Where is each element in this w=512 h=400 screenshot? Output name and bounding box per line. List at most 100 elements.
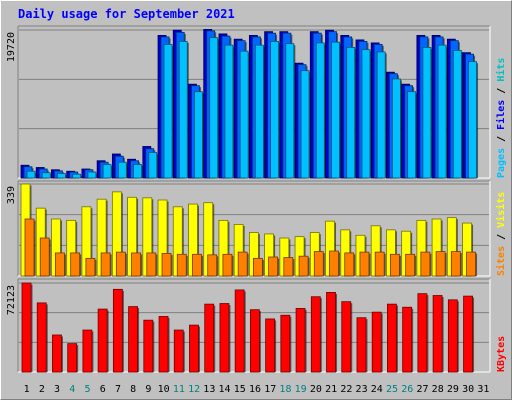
bar-pages-day-8 — [133, 164, 142, 179]
bar-sites-day-12 — [192, 253, 202, 277]
panel-bottom-y-tick-label: 72123 — [6, 285, 17, 315]
bar-sites-day-20 — [313, 251, 324, 277]
bar-kbytes-day-12 — [189, 324, 199, 373]
x-tick-label-day-27: 27 — [416, 384, 428, 395]
bar-pages-day-10 — [163, 44, 173, 179]
bar-kbytes-day-25 — [387, 303, 397, 373]
x-tick-label-day-5: 5 — [85, 384, 91, 395]
bar-pages-day-16 — [254, 44, 264, 179]
legend-item: Hits — [495, 58, 507, 82]
x-tick-label-day-31: 31 — [477, 384, 489, 395]
bar-sites-day-2 — [39, 237, 50, 277]
x-tick-label-day-9: 9 — [145, 384, 151, 395]
bar-sites-day-28 — [435, 251, 446, 277]
x-tick-label-day-3: 3 — [54, 384, 60, 395]
bar-kbytes-day-14 — [219, 303, 230, 373]
bar-sites-day-14 — [222, 253, 233, 277]
x-tick-label-day-4: 4 — [69, 384, 75, 395]
bar-pages-day-11 — [178, 41, 188, 179]
bar-pages-day-23 — [361, 49, 371, 179]
bar-pages-day-29 — [452, 50, 462, 179]
bar-pages-day-20 — [315, 42, 325, 179]
bar-sites-day-5 — [85, 257, 96, 277]
bar-kbytes-day-27 — [417, 293, 428, 373]
bar-pages-day-21 — [331, 41, 340, 179]
x-tick-label-day-11: 11 — [173, 384, 185, 395]
bar-kbytes-day-6 — [97, 308, 108, 373]
bar-sites-day-29 — [450, 251, 461, 277]
legend-item: KBytes — [496, 336, 507, 372]
bar-kbytes-day-28 — [432, 295, 443, 373]
bar-sites-day-11 — [176, 253, 187, 277]
x-tick-label-day-14: 14 — [219, 384, 231, 395]
bar-sites-day-16 — [252, 257, 263, 277]
x-tick-label-day-26: 26 — [401, 384, 413, 395]
bar-sites-day-4 — [70, 252, 81, 277]
bar-pages-day-2 — [41, 172, 51, 179]
bar-pages-day-14 — [224, 44, 234, 179]
bar-kbytes-day-23 — [356, 317, 367, 373]
x-tick-label-day-17: 17 — [264, 384, 276, 395]
x-tick-label-day-25: 25 — [386, 384, 398, 395]
bar-pages-day-18 — [285, 43, 295, 179]
bar-sites-day-13 — [207, 254, 218, 277]
bar-pages-day-5 — [87, 171, 97, 179]
x-tick-label-day-12: 12 — [188, 384, 200, 395]
bar-pages-day-1 — [26, 170, 36, 179]
bar-kbytes-day-4 — [67, 343, 78, 373]
bar-sites-day-9 — [146, 252, 157, 277]
bar-pages-day-25 — [392, 78, 401, 179]
bar-sites-day-6 — [100, 252, 111, 277]
bar-pages-day-19 — [300, 70, 310, 179]
x-tick-label-day-21: 21 — [325, 384, 337, 395]
bar-kbytes-day-5 — [82, 329, 93, 373]
bar-kbytes-day-1 — [21, 282, 32, 373]
bar-pages-day-4 — [72, 173, 82, 179]
x-tick-label-day-10: 10 — [158, 384, 170, 395]
bar-kbytes-day-18 — [280, 314, 291, 373]
legend-separator: / — [496, 130, 507, 148]
x-tick-label-day-24: 24 — [371, 384, 383, 395]
panel-middle-legend: Sites / Visits — [495, 192, 507, 276]
bar-kbytes-day-9 — [143, 319, 154, 373]
x-tick-label-day-13: 13 — [203, 384, 215, 395]
bar-kbytes-day-3 — [52, 334, 62, 373]
bar-pages-day-17 — [270, 41, 280, 179]
bar-kbytes-day-21 — [326, 292, 336, 373]
x-tick-label-day-2: 2 — [39, 384, 45, 395]
bar-pages-day-13 — [209, 37, 219, 179]
x-tick-label-day-22: 22 — [340, 384, 352, 395]
panel-top-legend: Pages / Files / Hits — [495, 58, 507, 178]
bar-kbytes-day-22 — [341, 301, 352, 373]
bar-sites-day-23 — [359, 251, 370, 277]
bar-pages-day-7 — [117, 161, 127, 179]
bar-kbytes-day-26 — [402, 306, 413, 373]
bar-pages-day-12 — [194, 91, 203, 179]
bar-sites-day-21 — [329, 250, 339, 277]
legend-item: Sites — [495, 246, 507, 276]
bar-kbytes-day-11 — [173, 329, 184, 373]
bar-sites-day-7 — [115, 251, 126, 277]
bar-kbytes-day-2 — [36, 302, 47, 373]
bar-kbytes-day-7 — [112, 288, 123, 373]
bar-kbytes-day-29 — [447, 299, 458, 373]
panel-bottom-legend: KBytes — [496, 336, 507, 372]
bar-pages-day-22 — [346, 47, 356, 179]
bar-sites-day-10 — [161, 253, 172, 277]
bar-sites-day-26 — [405, 253, 416, 277]
bar-sites-day-22 — [344, 252, 355, 277]
bar-kbytes-day-30 — [463, 295, 473, 373]
bar-sites-day-19 — [298, 255, 309, 277]
chart-title: Daily usage for September 2021 — [18, 7, 235, 21]
bar-kbytes-day-13 — [204, 303, 215, 373]
bar-sites-day-17 — [268, 256, 279, 277]
x-tick-label-day-8: 8 — [130, 384, 136, 395]
bar-kbytes-day-10 — [158, 316, 169, 373]
bar-sites-day-18 — [283, 257, 294, 277]
bar-kbytes-day-24 — [371, 311, 382, 373]
legend-item: Files — [495, 100, 507, 130]
x-tick-label-day-20: 20 — [310, 384, 322, 395]
bar-kbytes-day-17 — [265, 318, 276, 373]
x-tick-label-day-18: 18 — [279, 384, 291, 395]
